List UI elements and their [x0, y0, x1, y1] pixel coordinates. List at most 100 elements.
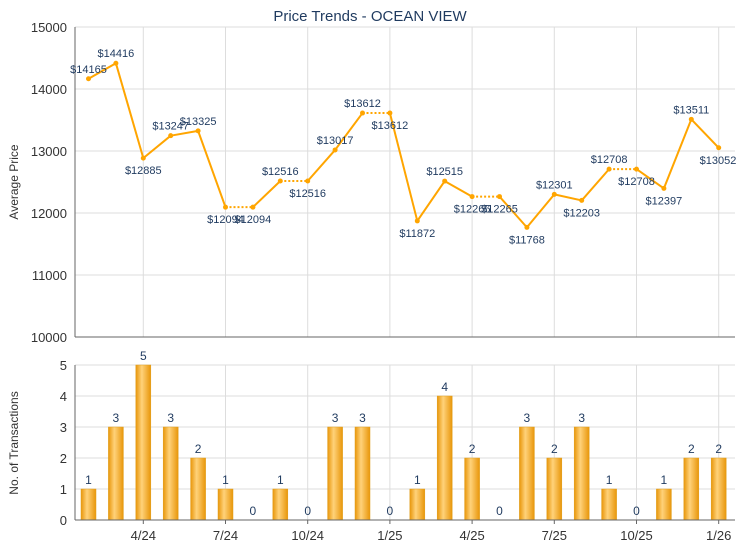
- transaction-bar: [217, 488, 234, 521]
- price-point: [606, 166, 612, 172]
- price-data-label: $12301: [536, 179, 573, 191]
- x-tick-label: 1/26: [706, 528, 731, 543]
- price-line-segment: [388, 112, 419, 222]
- price-data-label: $12203: [563, 207, 600, 219]
- bar-data-label: 2: [688, 442, 695, 456]
- price-line-segment: [554, 193, 582, 202]
- transaction-bar: [327, 426, 343, 521]
- transaction-bar: [162, 426, 179, 521]
- x-tick-label: 1/25: [377, 528, 402, 543]
- price-data-label: $12265: [481, 204, 518, 216]
- bar-data-label: 4: [441, 380, 448, 394]
- price-point: [360, 110, 365, 116]
- price-data-label: $13511: [673, 104, 709, 116]
- x-tick-label: 7/24: [213, 528, 238, 543]
- price-point: [86, 76, 91, 82]
- bar-data-label: 2: [469, 442, 476, 456]
- transaction-bar: [656, 488, 672, 521]
- price-data-label: $12708: [591, 154, 628, 166]
- transaction-bar: [190, 457, 206, 521]
- price-line-segment: [334, 112, 364, 151]
- price-line-segment: [170, 129, 199, 137]
- bar-data-label: 1: [414, 473, 421, 487]
- price-line-segment: [662, 118, 693, 189]
- bar-data-label: 2: [715, 442, 722, 456]
- bar-data-label: 1: [277, 473, 284, 487]
- bar-data-label: 0: [304, 504, 311, 518]
- bar-data-label: 2: [551, 442, 558, 456]
- price-line-segment: [444, 180, 473, 198]
- price-point: [497, 194, 502, 200]
- price-point: [579, 197, 585, 203]
- bar-data-label: 3: [578, 411, 585, 425]
- price-y-tick-label: 12000: [31, 206, 67, 221]
- bar-data-label: 1: [661, 473, 668, 487]
- price-point: [551, 191, 557, 197]
- price-point: [387, 110, 393, 116]
- price-point: [113, 60, 119, 66]
- price-point: [168, 133, 174, 139]
- price-line-segment: [526, 193, 556, 229]
- price-point: [332, 147, 338, 153]
- transaction-bar: [135, 364, 152, 521]
- price-point: [524, 224, 530, 230]
- price-data-label: $12516: [262, 166, 299, 178]
- price-y-axis-label: Average Price: [7, 144, 21, 219]
- price-line-segment: [114, 62, 145, 159]
- x-tick-label: 4/24: [131, 528, 156, 543]
- transaction-bar: [519, 426, 535, 521]
- bar-y-tick-label: 3: [60, 420, 67, 435]
- transactions-y-axis-label: No. of Transactions: [7, 391, 21, 494]
- x-tick-label: 10/25: [620, 528, 653, 543]
- bar-data-label: 2: [195, 442, 202, 456]
- price-data-label: $13052: [700, 155, 737, 167]
- price-data-label: $12397: [646, 195, 683, 207]
- bar-y-tick-label: 4: [60, 389, 67, 404]
- bar-y-tick-label: 0: [60, 513, 67, 528]
- price-data-label: $12515: [426, 166, 463, 178]
- bar-data-label: 3: [113, 411, 120, 425]
- transaction-bar: [409, 488, 426, 521]
- bar-data-label: 0: [496, 504, 503, 518]
- bar-data-label: 3: [332, 411, 339, 425]
- bar-data-label: 1: [85, 473, 92, 487]
- transaction-bar: [546, 457, 563, 521]
- price-point: [223, 204, 228, 210]
- bar-data-label: 3: [167, 411, 174, 425]
- bar-data-label: 5: [140, 349, 147, 363]
- bar-y-tick-label: 2: [60, 451, 67, 466]
- price-point: [140, 155, 146, 161]
- price-data-label: $12094: [207, 214, 244, 226]
- price-data-label: $12708: [618, 176, 655, 188]
- price-line-segment: [306, 149, 336, 182]
- price-data-label: $14416: [98, 48, 135, 60]
- price-line-segment: [88, 62, 117, 80]
- transaction-bar: [573, 426, 590, 521]
- price-data-label: $12516: [289, 188, 326, 200]
- price-point: [661, 185, 667, 191]
- price-point: [688, 116, 694, 122]
- transaction-bar: [436, 395, 453, 521]
- price-data-label: $12265: [454, 204, 491, 216]
- transaction-bar: [683, 457, 700, 521]
- bar-data-label: 3: [359, 411, 366, 425]
- price-line-segment: [498, 195, 528, 229]
- price-y-tick-label: 14000: [31, 82, 67, 97]
- price-point: [716, 145, 722, 151]
- price-line-segment: [252, 180, 281, 208]
- price-data-label: $13612: [372, 120, 409, 132]
- price-point: [305, 178, 311, 184]
- price-point: [634, 166, 639, 172]
- price-y-tick-label: 11000: [32, 268, 67, 283]
- bar-y-tick-label: 1: [60, 482, 67, 497]
- x-tick-label: 10/24: [291, 528, 324, 543]
- price-line-segment: [416, 180, 446, 222]
- x-tick-label: 7/25: [542, 528, 567, 543]
- price-line-segment: [142, 134, 172, 159]
- chart-title: Price Trends - OCEAN VIEW: [273, 8, 467, 25]
- price-point: [277, 178, 283, 184]
- transaction-bar: [272, 488, 289, 521]
- bar-data-label: 0: [387, 504, 394, 518]
